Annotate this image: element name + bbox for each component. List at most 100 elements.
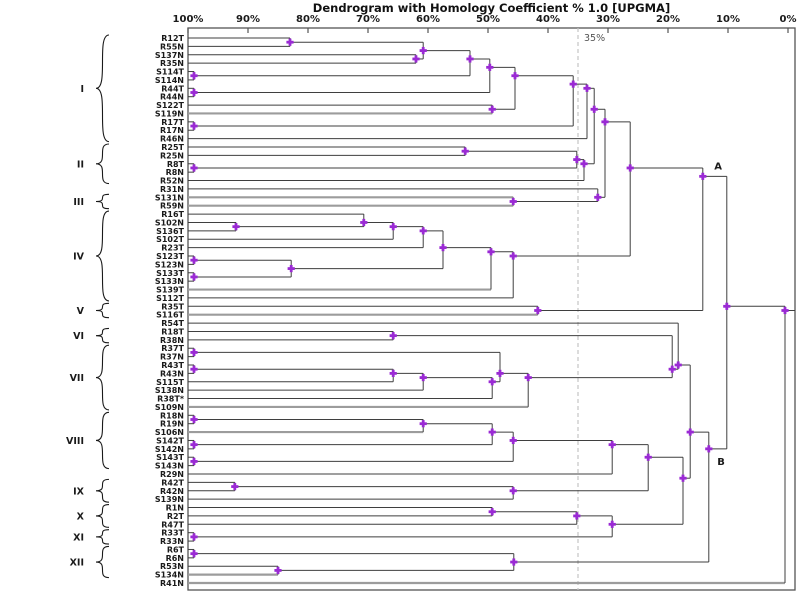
node-marker[interactable] <box>190 441 198 449</box>
node-marker[interactable] <box>488 378 496 386</box>
node-marker[interactable] <box>723 302 731 310</box>
leaf-label: S115T <box>156 378 184 387</box>
node-marker[interactable] <box>461 147 469 155</box>
node-marker[interactable] <box>190 348 198 357</box>
node-marker[interactable] <box>488 508 496 516</box>
leaf-label: R29N <box>160 470 184 479</box>
node-marker[interactable] <box>419 227 427 235</box>
node-marker[interactable] <box>231 482 239 491</box>
group-brace <box>95 529 110 545</box>
node-marker[interactable] <box>509 197 517 206</box>
node-marker[interactable] <box>190 88 198 97</box>
node-marker[interactable] <box>590 105 598 113</box>
node-marker[interactable] <box>573 155 581 164</box>
leaf-label: R43N <box>160 369 184 378</box>
node-marker[interactable] <box>580 160 588 168</box>
node-marker[interactable] <box>419 420 427 428</box>
node-marker[interactable] <box>569 80 577 88</box>
node-marker[interactable] <box>583 84 591 92</box>
group-brace <box>95 302 110 319</box>
node-marker[interactable] <box>232 223 240 231</box>
node-marker[interactable] <box>626 164 634 172</box>
node-marker[interactable] <box>594 193 602 201</box>
node-marker[interactable] <box>573 512 581 520</box>
node-marker[interactable] <box>686 428 694 436</box>
node-marker[interactable] <box>190 164 198 172</box>
node-marker[interactable] <box>699 172 707 180</box>
group-brace <box>95 143 110 185</box>
node-marker[interactable] <box>190 533 198 541</box>
node-marker[interactable] <box>524 373 532 382</box>
axis-tick-label: 90% <box>236 14 260 25</box>
node-marker[interactable] <box>389 332 397 340</box>
node-marker[interactable] <box>488 428 496 436</box>
axis-tick-label: 100% <box>173 14 204 25</box>
node-marker[interactable] <box>679 474 687 482</box>
node-marker[interactable] <box>608 441 616 449</box>
node-marker[interactable] <box>389 223 397 231</box>
leaf-label: S106N <box>155 428 184 437</box>
node-marker[interactable] <box>287 264 295 273</box>
axis-tick-label: 0% <box>780 14 797 25</box>
axis-tick-label: 50% <box>476 14 500 25</box>
node-marker[interactable] <box>486 63 494 71</box>
node-marker[interactable] <box>668 365 676 373</box>
node-marker[interactable] <box>190 72 198 80</box>
leaf-label: R42N <box>160 487 184 496</box>
node-marker[interactable] <box>644 453 652 461</box>
node-marker[interactable] <box>466 55 474 63</box>
node-marker[interactable] <box>190 550 198 558</box>
leaf-label: R38N <box>160 336 184 345</box>
node-marker[interactable] <box>509 436 517 445</box>
leaf-label: S102T <box>156 235 184 244</box>
node-marker[interactable] <box>190 457 198 466</box>
node-marker[interactable] <box>360 218 368 227</box>
node-marker[interactable] <box>488 105 496 113</box>
group-label: XI <box>73 532 84 543</box>
node-marker[interactable] <box>190 122 198 130</box>
node-marker[interactable] <box>389 369 397 377</box>
leaf-label: R8T <box>167 160 185 169</box>
node-marker[interactable] <box>286 38 294 46</box>
group-label: I <box>80 84 84 95</box>
node-marker[interactable] <box>190 415 198 424</box>
node-marker[interactable] <box>674 361 682 369</box>
node-marker[interactable] <box>509 252 517 260</box>
leaf-label: R43T <box>161 361 184 370</box>
node-marker[interactable] <box>509 487 517 495</box>
leaf-label: R16T <box>161 210 184 219</box>
cutoff-label: 35% <box>584 33 605 44</box>
node-marker[interactable] <box>487 248 495 256</box>
leaf-label: S142T <box>156 436 184 445</box>
leaf-label: R18T <box>161 327 184 336</box>
leaf-label: R52N <box>160 177 184 186</box>
node-marker[interactable] <box>190 256 198 264</box>
group-label: III <box>73 197 84 208</box>
leaf-label: R38T* <box>157 395 185 404</box>
node-marker[interactable] <box>190 273 198 281</box>
chart-title: Dendrogram with Homology Coefficient % 1… <box>312 1 671 15</box>
node-marker[interactable] <box>510 558 518 566</box>
group-label: VI <box>73 331 84 342</box>
node-marker[interactable] <box>601 118 609 126</box>
leaf-label: R18N <box>160 411 184 420</box>
node-marker[interactable] <box>534 306 542 315</box>
leaf-label: R23T <box>161 244 184 253</box>
node-marker[interactable] <box>439 244 447 252</box>
group-brace <box>95 344 110 411</box>
group-label: XII <box>70 558 84 569</box>
node-marker[interactable] <box>412 55 420 63</box>
group-brace <box>95 193 110 210</box>
node-marker[interactable] <box>511 72 519 80</box>
node-marker[interactable] <box>608 520 616 528</box>
node-marker[interactable] <box>419 373 427 382</box>
node-marker[interactable] <box>419 46 427 55</box>
node-marker[interactable] <box>781 306 789 315</box>
node-marker[interactable] <box>190 365 198 373</box>
node-marker[interactable] <box>705 445 713 453</box>
leaf-label: R53N <box>160 562 184 571</box>
leaf-label: R17T <box>161 118 184 127</box>
node-marker[interactable] <box>274 566 282 575</box>
node-marker[interactable] <box>496 369 504 377</box>
